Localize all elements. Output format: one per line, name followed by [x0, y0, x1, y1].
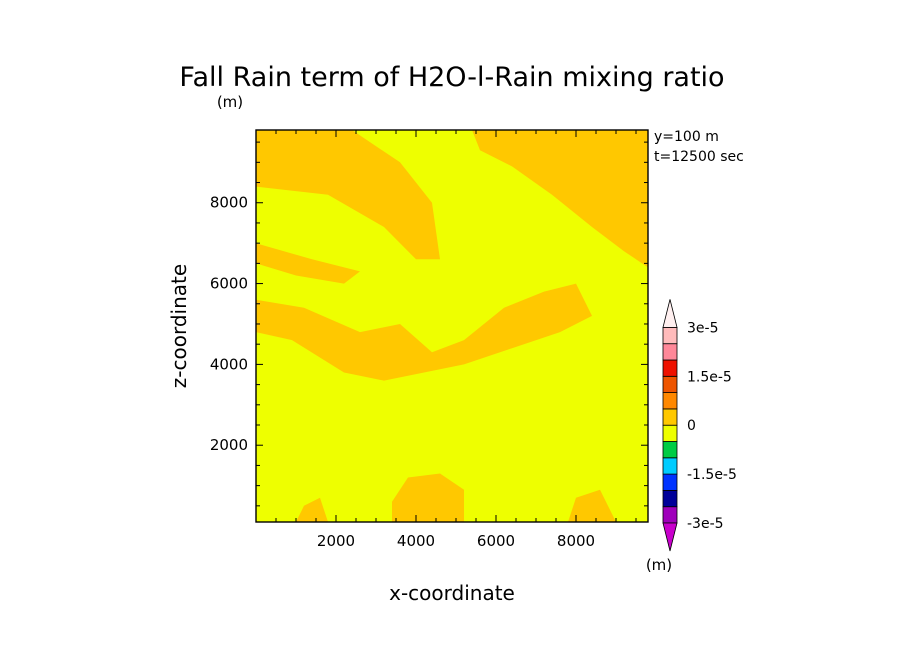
colorbar-segment: [662, 359, 678, 377]
colorbar-over-arrow: [662, 299, 678, 328]
y-tick-label: 8000: [210, 194, 248, 212]
info-line-y: y=100 m: [654, 129, 719, 145]
colorbar-segment: [662, 473, 678, 491]
positive-region: [392, 473, 464, 522]
axis-ticks: 2000 4000 6000 8000 2000 4000 6000 8000: [210, 130, 648, 550]
positive-regions: [256, 130, 648, 522]
colorbar-segment: [662, 489, 678, 508]
y-tick-label: 4000: [210, 355, 248, 373]
positive-region: [256, 283, 592, 381]
colorbar-label: 0: [687, 418, 696, 434]
y-tick-label: 6000: [210, 275, 248, 293]
colorbar-label: -1.5e-5: [687, 467, 737, 483]
x-tick-label: 8000: [557, 532, 595, 550]
plot-frame: [255, 129, 649, 523]
colorbar-segment: [662, 408, 678, 426]
info-line-t: t=12500 sec: [654, 149, 744, 165]
x-axis-label: x-coordinate: [389, 581, 515, 605]
title-units: (m): [217, 93, 243, 111]
colorbar-segment: [662, 375, 678, 393]
colorbar-segment: [662, 326, 678, 345]
colorbar-segment: [662, 343, 678, 361]
colorbar-segment: [662, 506, 678, 524]
positive-region: [472, 130, 648, 268]
x-tick-label: 2000: [317, 532, 355, 550]
colorbar-segment: [662, 457, 678, 475]
y-axis-label: z-coordinate: [167, 264, 191, 388]
positive-region: [256, 243, 360, 284]
colorbar-segment: [662, 392, 678, 410]
colorbar-segment: [662, 441, 678, 459]
chart-title: Fall Rain term of H2O-l-Rain mixing rati…: [179, 62, 724, 93]
x-tick-label: 4000: [397, 532, 435, 550]
y-tick-label: 2000: [210, 436, 248, 454]
colorbar-label: 1.5e-5: [687, 369, 732, 385]
plot-area: 2000 4000 6000 8000 2000 4000 6000 8000: [210, 129, 649, 550]
x-tick-label: 6000: [477, 532, 515, 550]
positive-region: [568, 489, 616, 522]
colorbar-label: -3e-5: [687, 516, 724, 532]
colorbar-under-arrow: [662, 522, 678, 552]
positive-region: [256, 130, 440, 260]
colorbar-label: 3e-5: [687, 320, 718, 336]
positive-region: [296, 497, 328, 522]
colorbar: -3e-5 -1.5e-5 0 1.5e-5 3e-5: [662, 299, 737, 552]
colorbar-segment: [662, 424, 678, 442]
colorbar-units: (m): [646, 556, 672, 574]
